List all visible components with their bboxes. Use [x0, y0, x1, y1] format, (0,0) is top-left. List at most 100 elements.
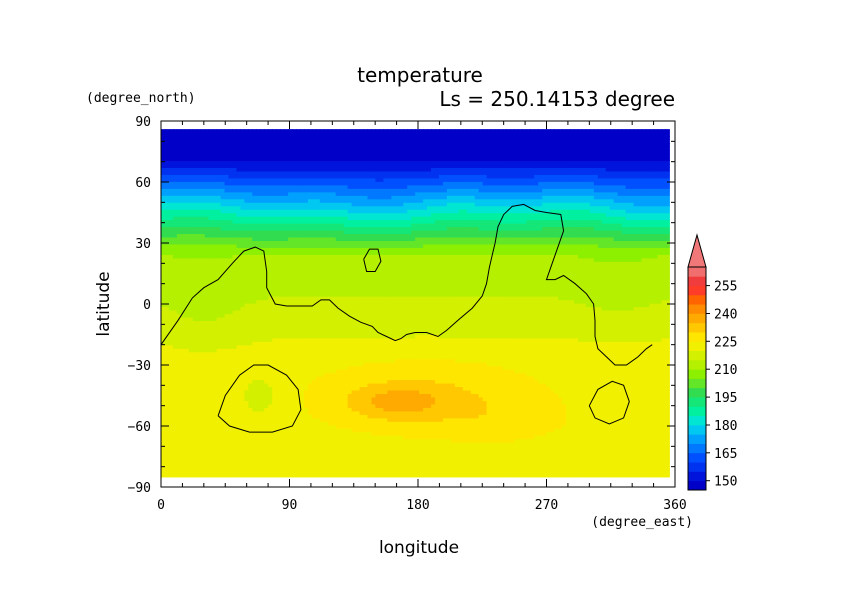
field-cell: [184, 407, 190, 412]
field-cell: [470, 348, 476, 353]
field-cell: [319, 341, 325, 346]
field-cell: [609, 469, 615, 474]
field-cell: [367, 365, 373, 370]
field-cell: [597, 421, 603, 426]
field-cell: [327, 473, 333, 478]
field-cell: [637, 341, 643, 346]
field-cell: [665, 459, 670, 464]
field-cell: [244, 341, 249, 346]
field-cell: [351, 449, 357, 454]
field-cell: [585, 369, 591, 374]
field-cell: [435, 376, 440, 381]
field-cell: [367, 431, 373, 436]
field-cell: [268, 351, 273, 356]
field-cell: [581, 403, 587, 408]
field-cell: [244, 445, 249, 450]
field-cell: [482, 400, 488, 405]
field-cell: [208, 389, 214, 394]
field-cell: [292, 362, 297, 367]
field-cell: [605, 376, 611, 381]
field-cell: [617, 372, 623, 377]
field-cell: [284, 469, 289, 474]
field-cell: [589, 386, 595, 391]
field-cell: [534, 466, 539, 471]
field-cell: [168, 358, 174, 363]
field-cell: [514, 372, 519, 377]
field-cell: [502, 403, 508, 408]
field-cell: [268, 469, 273, 474]
field-cell: [355, 362, 361, 367]
field-cell: [601, 348, 607, 353]
field-cell: [288, 393, 293, 398]
field-cell: [438, 417, 444, 422]
field-cell: [570, 449, 575, 454]
field-cell: [192, 365, 198, 370]
field-cell: [474, 473, 480, 478]
field-cell: [319, 403, 325, 408]
field-cell: [617, 410, 623, 415]
field-cell: [331, 449, 337, 454]
field-cell: [335, 445, 341, 450]
field-cell: [272, 348, 277, 353]
field-cell: [212, 372, 218, 377]
field-cell: [605, 389, 611, 394]
field-cell: [395, 442, 400, 447]
field-cell: [490, 473, 496, 478]
field-cell: [585, 417, 591, 422]
field-cell: [212, 348, 218, 353]
field-cell: [335, 407, 341, 412]
field-cell: [534, 396, 539, 401]
field-cell: [264, 348, 269, 353]
field-cell: [470, 428, 476, 433]
field-cell: [633, 403, 639, 408]
field-cell: [307, 389, 313, 394]
field-cell: [387, 341, 392, 346]
field-cell: [458, 473, 464, 478]
field-cell: [435, 435, 440, 440]
field-cell: [621, 452, 627, 457]
field-cell: [272, 442, 277, 447]
field-cell: [311, 455, 317, 461]
field-cell: [470, 403, 476, 408]
field-cell: [220, 410, 226, 415]
field-cell: [502, 382, 508, 388]
field-cell: [327, 459, 333, 464]
field-cell: [343, 348, 349, 353]
field-cell: [450, 410, 456, 415]
field-cell: [232, 351, 238, 356]
field-cell: [577, 382, 583, 388]
field-cell: [621, 442, 627, 447]
field-cell: [466, 403, 472, 408]
field-cell: [526, 348, 531, 353]
field-cell: [220, 379, 226, 384]
field-cell: [311, 473, 317, 478]
field-cell: [236, 459, 242, 464]
field-cell: [208, 351, 214, 356]
field-cell: [637, 449, 643, 454]
field-cell: [482, 396, 488, 401]
field-cell: [232, 393, 238, 398]
field-cell: [319, 469, 325, 474]
field-cell: [296, 459, 301, 464]
field-cell: [637, 462, 643, 468]
field-cell: [339, 424, 345, 429]
field-cell: [470, 455, 476, 461]
field-cell: [204, 341, 210, 346]
field-cell: [307, 438, 313, 443]
field-cell: [363, 341, 369, 346]
field-cell: [264, 365, 269, 370]
field-cell: [228, 449, 234, 454]
field-cell: [470, 421, 476, 426]
field-cell: [284, 466, 289, 471]
field-cell: [248, 341, 253, 346]
field-cell: [534, 428, 539, 433]
field-cell: [629, 445, 635, 450]
field-cell: [462, 455, 468, 461]
field-cell: [419, 469, 424, 474]
field-cell: [486, 421, 492, 426]
field-cell: [220, 424, 226, 429]
field-cell: [184, 459, 190, 464]
field-cell: [379, 362, 384, 367]
field-cell: [633, 382, 639, 388]
field-cell: [522, 341, 527, 346]
